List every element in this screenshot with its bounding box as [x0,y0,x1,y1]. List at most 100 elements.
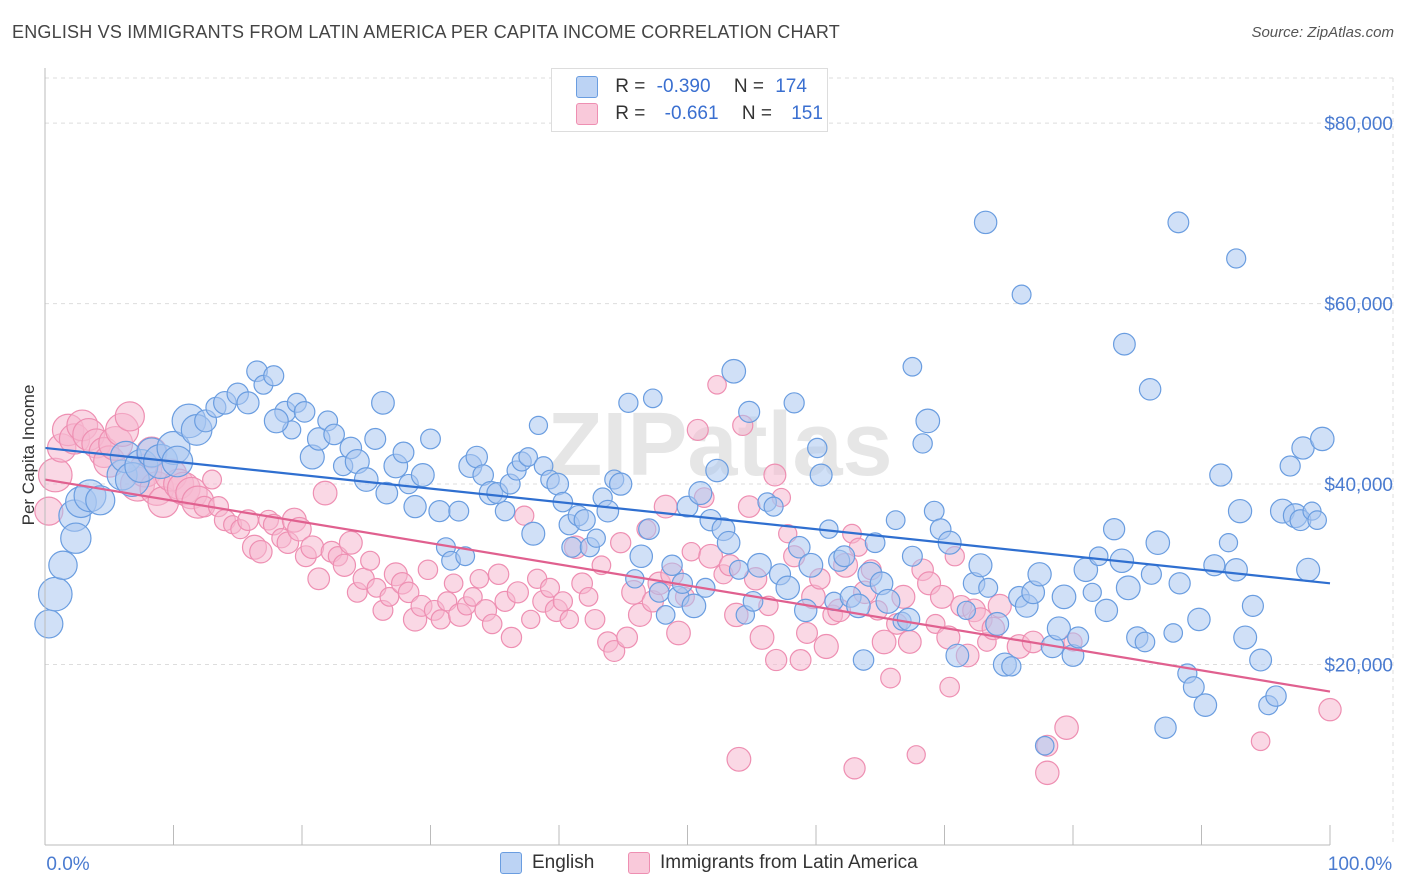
legend-latin-swatch [628,852,650,874]
english-point [787,535,811,559]
stats-legend: R = -0.390 N = 174 R = -0.661 N = 151 [551,68,828,132]
latin-america-point [578,586,599,607]
latin-america-point [338,530,363,555]
latin-r-value: -0.661 [664,103,719,125]
latin-america-point [500,626,523,649]
english-point [1051,584,1077,610]
english-n-label: N = [733,76,764,98]
latin-america-point [539,577,561,598]
english-trend-line [44,446,1331,585]
english-point [1209,463,1233,487]
latin-america-point [379,586,400,607]
source-credit: Source: ZipAtlas.com [1251,24,1394,41]
english-point [721,358,747,384]
english-point [546,472,570,496]
english-r-value: -0.390 [656,76,711,98]
latin-america-point [1054,715,1079,741]
latin-n-value: 151 [791,103,823,125]
latin-america-point [430,609,451,630]
legend-latin-label: Immigrants from Latin America [660,852,918,874]
latin-america-point [506,581,530,604]
latin-america-point [749,625,775,650]
latin-america-point [300,535,325,560]
latin-america-point [559,609,580,630]
english-point [371,390,395,415]
english-point [521,521,546,546]
english-point [1296,557,1321,582]
english-point [1034,735,1055,756]
english-point [353,467,379,492]
english-point [528,415,549,436]
english-point [236,391,260,415]
english-point [978,577,999,598]
latin-america-point [487,563,510,586]
english-point [1027,562,1052,587]
latin-america-point [249,539,273,564]
latin-america-point [360,550,381,571]
english-point [728,559,749,580]
english-point [681,593,707,619]
english-point [747,552,772,578]
latin-america-point [610,532,632,554]
english-point [1241,594,1264,617]
english-point [973,210,998,235]
english-point [1145,530,1171,556]
latin-n-label: N = [741,103,772,125]
chart-title: ENGLISH VS IMMIGRANTS FROM LATIN AMERICA… [12,22,840,42]
english-point [448,500,470,522]
y-tick-label-60000: $60,000 [1324,295,1393,316]
y-tick-label-20000: $20,000 [1324,656,1393,677]
latin-america-point [603,639,626,663]
latin-america-point [417,559,439,581]
english-point [561,536,583,558]
english-point [1154,716,1177,739]
english-point [1249,648,1273,672]
english-point [1138,378,1162,401]
english-point [1134,631,1156,653]
latin-america-trend-line [44,478,1331,693]
english-point [912,433,933,454]
english-point [1182,676,1205,699]
latin-america-point [332,553,357,577]
latin-america-point [469,568,490,589]
latin-america-point [1250,731,1271,752]
y-tick-labels: $20,000 $40,000 $60,000 $80,000 [1324,114,1393,676]
english-point [968,553,993,578]
english-point [956,600,977,621]
english-point [60,522,92,554]
latin-america-point [778,523,798,544]
english-point [428,499,451,523]
english-point [629,544,654,569]
x-tick-label-min: 0.0% [46,854,89,875]
english-point [1001,656,1022,677]
latin-america-point [880,667,901,689]
latin-america-point [584,608,606,630]
latin-swatch [576,103,598,125]
english-point [85,485,116,516]
english-point [48,550,78,581]
legend-english-swatch [500,852,522,874]
latin-america-point [114,401,145,432]
english-point [763,496,784,517]
english-point [833,545,856,568]
english-point [945,643,970,668]
english-point [403,494,427,519]
english-point [263,365,285,387]
latin-america-point [726,746,752,772]
english-point [985,611,1010,636]
english-point [648,581,670,603]
latin-america-point [897,630,922,654]
english-swatch [576,76,598,98]
latin-america-point [871,629,897,655]
latin-america-point [1035,760,1060,786]
latin-america-point [789,649,812,671]
trend-lines [44,446,1331,693]
legend-latin: Immigrants from Latin America [628,852,918,874]
latin-america-point [707,374,727,395]
latin-america-point [443,573,464,594]
latin-america-point [397,581,420,604]
english-point [375,481,399,505]
english-point [263,408,289,434]
english-point [1082,582,1102,602]
